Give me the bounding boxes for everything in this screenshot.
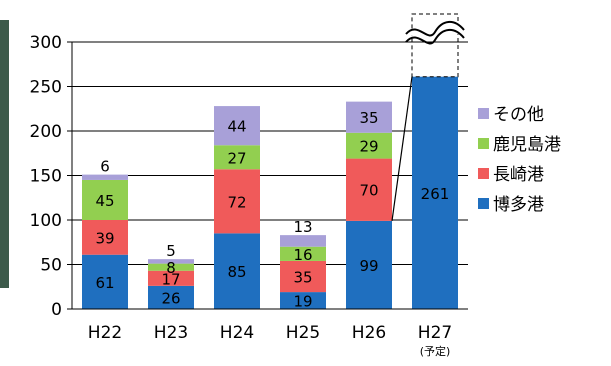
bar-segment xyxy=(214,145,260,170)
data-label: 27 xyxy=(227,149,246,167)
bar-segment xyxy=(214,169,260,234)
data-label: 26 xyxy=(161,289,180,307)
bar-segment xyxy=(280,246,326,261)
bar-segment xyxy=(280,235,326,247)
data-label: 99 xyxy=(359,257,378,275)
data-label: 70 xyxy=(359,182,378,200)
y-tick-label: 0 xyxy=(51,300,62,320)
y-tick-label: 50 xyxy=(40,256,62,276)
bar-segment xyxy=(82,220,128,255)
data-label: 6 xyxy=(100,158,110,176)
data-label: 29 xyxy=(359,138,378,156)
gridlines xyxy=(72,41,468,265)
connector-line xyxy=(391,76,413,221)
left-edge-strip xyxy=(0,20,9,288)
bar-segment xyxy=(148,259,194,264)
bar-segment xyxy=(148,263,194,271)
bar-segment xyxy=(82,174,128,180)
bar-segment xyxy=(214,233,260,309)
bar-segment xyxy=(346,132,392,159)
data-label: 61 xyxy=(95,274,114,292)
axes: 0 50 100 150 200 250 300 H22 H23 H24 H25 H26 H27(予定) xyxy=(30,33,468,358)
legend-swatch xyxy=(478,198,489,209)
axis-break-mark xyxy=(405,29,465,45)
data-label: 39 xyxy=(95,229,114,247)
data-label: 17 xyxy=(161,270,180,288)
data-label: 19 xyxy=(293,293,312,311)
x-tick-label: H25 xyxy=(286,323,320,343)
data-label: 72 xyxy=(227,193,246,211)
bar-segment xyxy=(280,292,326,309)
x-tick-note: (予定) xyxy=(420,344,451,358)
bar-segment xyxy=(148,285,194,309)
data-label: 16 xyxy=(293,246,312,264)
axis-break-fill xyxy=(406,21,464,40)
data-label: 5 xyxy=(166,242,176,260)
bar-segment xyxy=(82,179,128,220)
y-tick-label: 150 xyxy=(30,167,62,187)
legend-label: 博多港 xyxy=(493,195,544,215)
data-label: 8 xyxy=(166,259,176,277)
bar-segment xyxy=(346,158,392,221)
y-tick-label: 250 xyxy=(30,78,62,98)
legend-label: 長崎港 xyxy=(493,165,544,185)
bar-segment xyxy=(82,254,128,309)
y-tick-label: 300 xyxy=(30,33,62,53)
legend-swatch xyxy=(478,138,489,149)
bar-segment xyxy=(214,106,260,146)
data-label: 261 xyxy=(421,185,450,203)
bars xyxy=(82,13,465,310)
data-label: 85 xyxy=(227,263,246,281)
axis-break-mark xyxy=(405,21,465,37)
y-tick-label: 100 xyxy=(30,211,62,231)
data-label: 13 xyxy=(293,218,312,236)
projected-bar-outline xyxy=(411,13,459,78)
bar-segment xyxy=(148,270,194,286)
legend-label: 鹿児島港 xyxy=(493,135,561,155)
x-tick-label: H24 xyxy=(220,323,254,343)
bar-segment xyxy=(280,260,326,293)
x-tick-label: H26 xyxy=(352,323,386,343)
legend-swatch xyxy=(478,108,489,119)
legend-label: その他 xyxy=(493,105,544,125)
bar-segment xyxy=(412,76,458,310)
data-label: 44 xyxy=(227,118,246,136)
data-label: 35 xyxy=(359,109,378,127)
data-label: 45 xyxy=(95,192,114,210)
x-tick-label: H22 xyxy=(88,323,122,343)
legend-swatch xyxy=(478,168,489,179)
data-label: 35 xyxy=(293,269,312,287)
y-tick-label: 200 xyxy=(30,122,62,142)
bar-segment xyxy=(346,220,392,309)
x-tick-label: H23 xyxy=(154,323,188,343)
x-tick-label: H27 xyxy=(418,323,452,343)
bar-segment xyxy=(346,101,392,133)
